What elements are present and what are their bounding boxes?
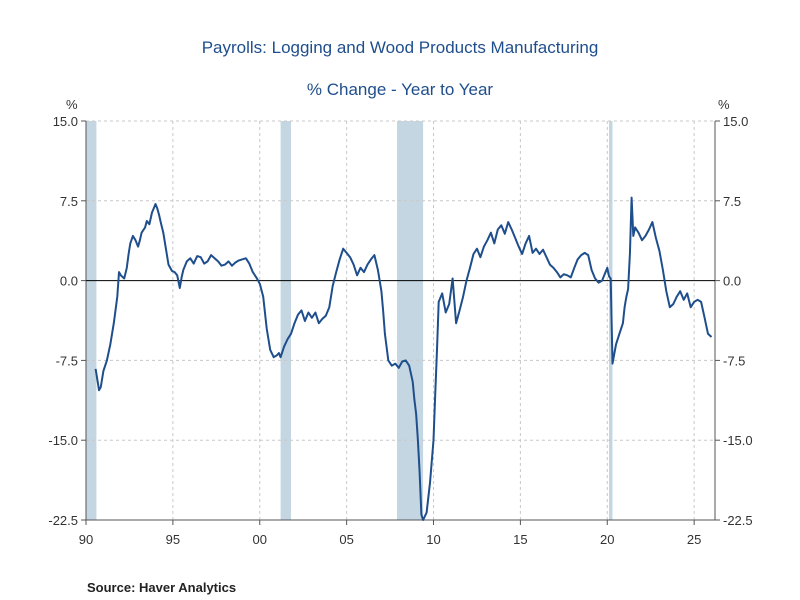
y-axis-unit-right: %	[718, 97, 730, 112]
x-tick-label-5: 15	[513, 532, 527, 547]
x-tick-label-3: 05	[339, 532, 353, 547]
x-tick-label-7: 25	[687, 532, 701, 547]
recession-band-0	[86, 121, 97, 520]
y-tick-label-right-1: 7.5	[723, 194, 741, 209]
recession-band-1	[280, 121, 292, 520]
y-tick-label-left-4: -15.0	[48, 433, 78, 448]
source-note: Source: Haver Analytics	[87, 580, 237, 595]
x-tick-label-0: 90	[79, 532, 93, 547]
y-tick-label-right-3: -7.5	[723, 353, 745, 368]
x-tick-label-6: 20	[600, 532, 614, 547]
x-tick-label-1: 95	[166, 532, 180, 547]
y-tick-label-right-4: -15.0	[723, 433, 753, 448]
chart-subtitle: % Change - Year to Year	[306, 80, 494, 99]
y-tick-label-left-0: 15.0	[53, 114, 78, 129]
chart-title: Payrolls: Logging and Wood Products Manu…	[201, 38, 599, 57]
x-tick-label-2: 00	[253, 532, 267, 547]
y-tick-label-left-3: -7.5	[56, 353, 78, 368]
y-axis-unit-left: %	[66, 97, 78, 112]
series-line-0	[94, 196, 713, 521]
y-tick-label-right-2: 0.0	[723, 274, 741, 289]
x-tick-label-4: 10	[426, 532, 440, 547]
y-tick-label-left-5: -22.5	[48, 513, 78, 528]
y-tick-label-left-2: 0.0	[60, 274, 78, 289]
y-tick-label-right-0: 15.0	[723, 114, 748, 129]
y-tick-label-right-5: -22.5	[723, 513, 753, 528]
y-tick-label-left-1: 7.5	[60, 194, 78, 209]
